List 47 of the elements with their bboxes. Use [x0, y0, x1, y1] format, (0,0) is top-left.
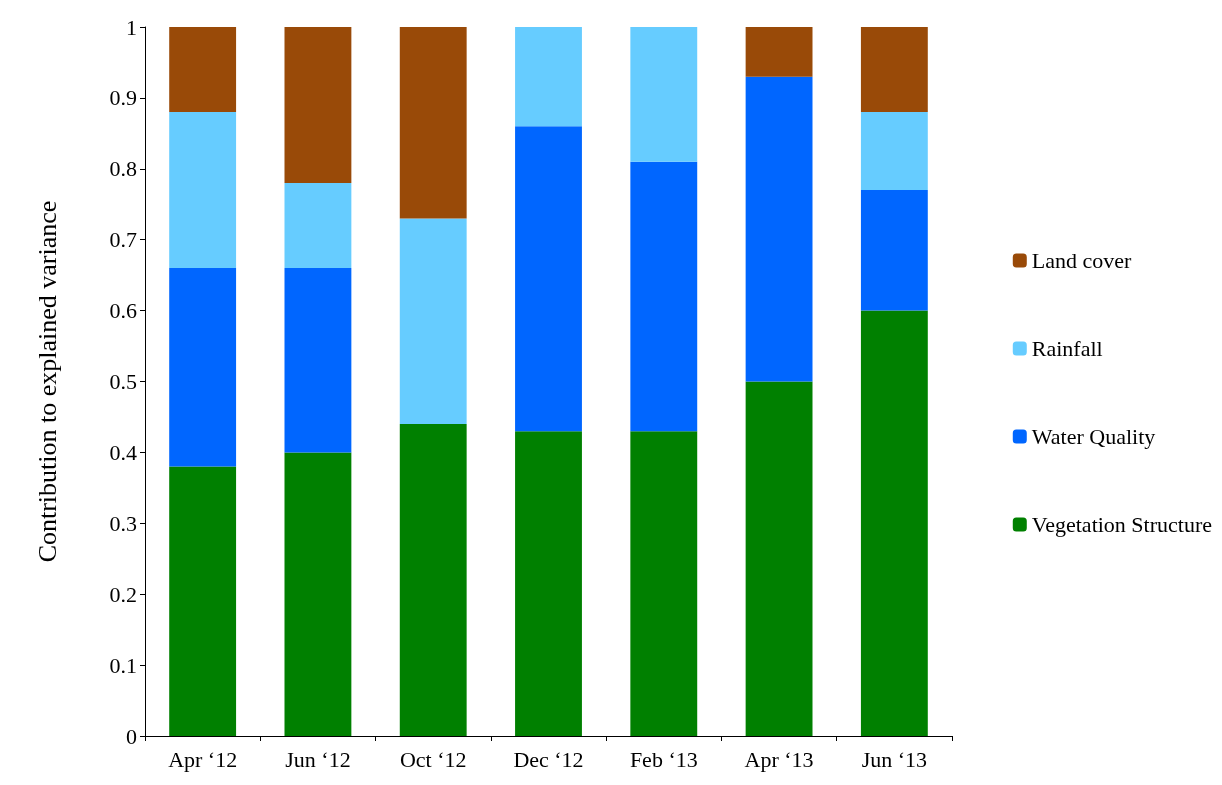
bar [399, 218, 467, 425]
bar [515, 27, 582, 127]
y-tick-label: 0 [126, 723, 137, 749]
bar [284, 268, 352, 453]
y-tick-label: 0.4 [109, 439, 137, 465]
y-tick-label: 0.3 [109, 510, 137, 536]
y-tick-label: 0.8 [109, 156, 137, 182]
bar [745, 381, 813, 736]
bar [399, 424, 467, 736]
legend-label: Water Quality [1031, 424, 1156, 449]
bar [860, 112, 928, 191]
bar [399, 27, 467, 219]
x-tick-label: Jun ‘12 [285, 746, 351, 772]
bar [169, 466, 237, 736]
x-tick-label: Feb ‘13 [629, 746, 698, 772]
bar [745, 76, 813, 382]
x-tick-label: Apr ‘12 [168, 746, 238, 772]
bar [745, 27, 813, 77]
bar [169, 27, 237, 113]
bar [284, 452, 352, 736]
bar [630, 27, 698, 162]
y-tick-label: 0.6 [109, 298, 137, 324]
bar [860, 190, 928, 311]
x-tick-label: Jun ‘13 [861, 746, 928, 772]
y-axis-title: Contribution to explained variance [32, 200, 62, 563]
legend-label: Rainfall [1031, 336, 1103, 361]
y-tick-label: 0.2 [109, 581, 137, 607]
y-tick-label: 0.5 [109, 369, 137, 394]
y-tick-label: 1 [126, 14, 137, 40]
y-tick-label: 0.1 [109, 652, 137, 678]
bar [515, 126, 582, 432]
x-tick-label: Oct ‘12 [399, 746, 467, 772]
y-tick-label: 0.9 [109, 85, 137, 111]
bar [515, 431, 582, 736]
bar [630, 161, 698, 432]
bar [169, 112, 237, 269]
legend-label: Vegetation Structure [1031, 512, 1213, 537]
bar [860, 27, 928, 113]
bar [630, 431, 698, 736]
y-tick-label: 0.7 [109, 227, 137, 253]
bar [860, 310, 928, 736]
bar [284, 182, 352, 269]
x-tick-label: Dec ‘12 [513, 746, 584, 772]
bar [169, 268, 237, 467]
bar [284, 27, 352, 183]
x-tick-label: Apr ‘13 [744, 746, 814, 772]
legend-label: Land cover [1031, 248, 1133, 273]
